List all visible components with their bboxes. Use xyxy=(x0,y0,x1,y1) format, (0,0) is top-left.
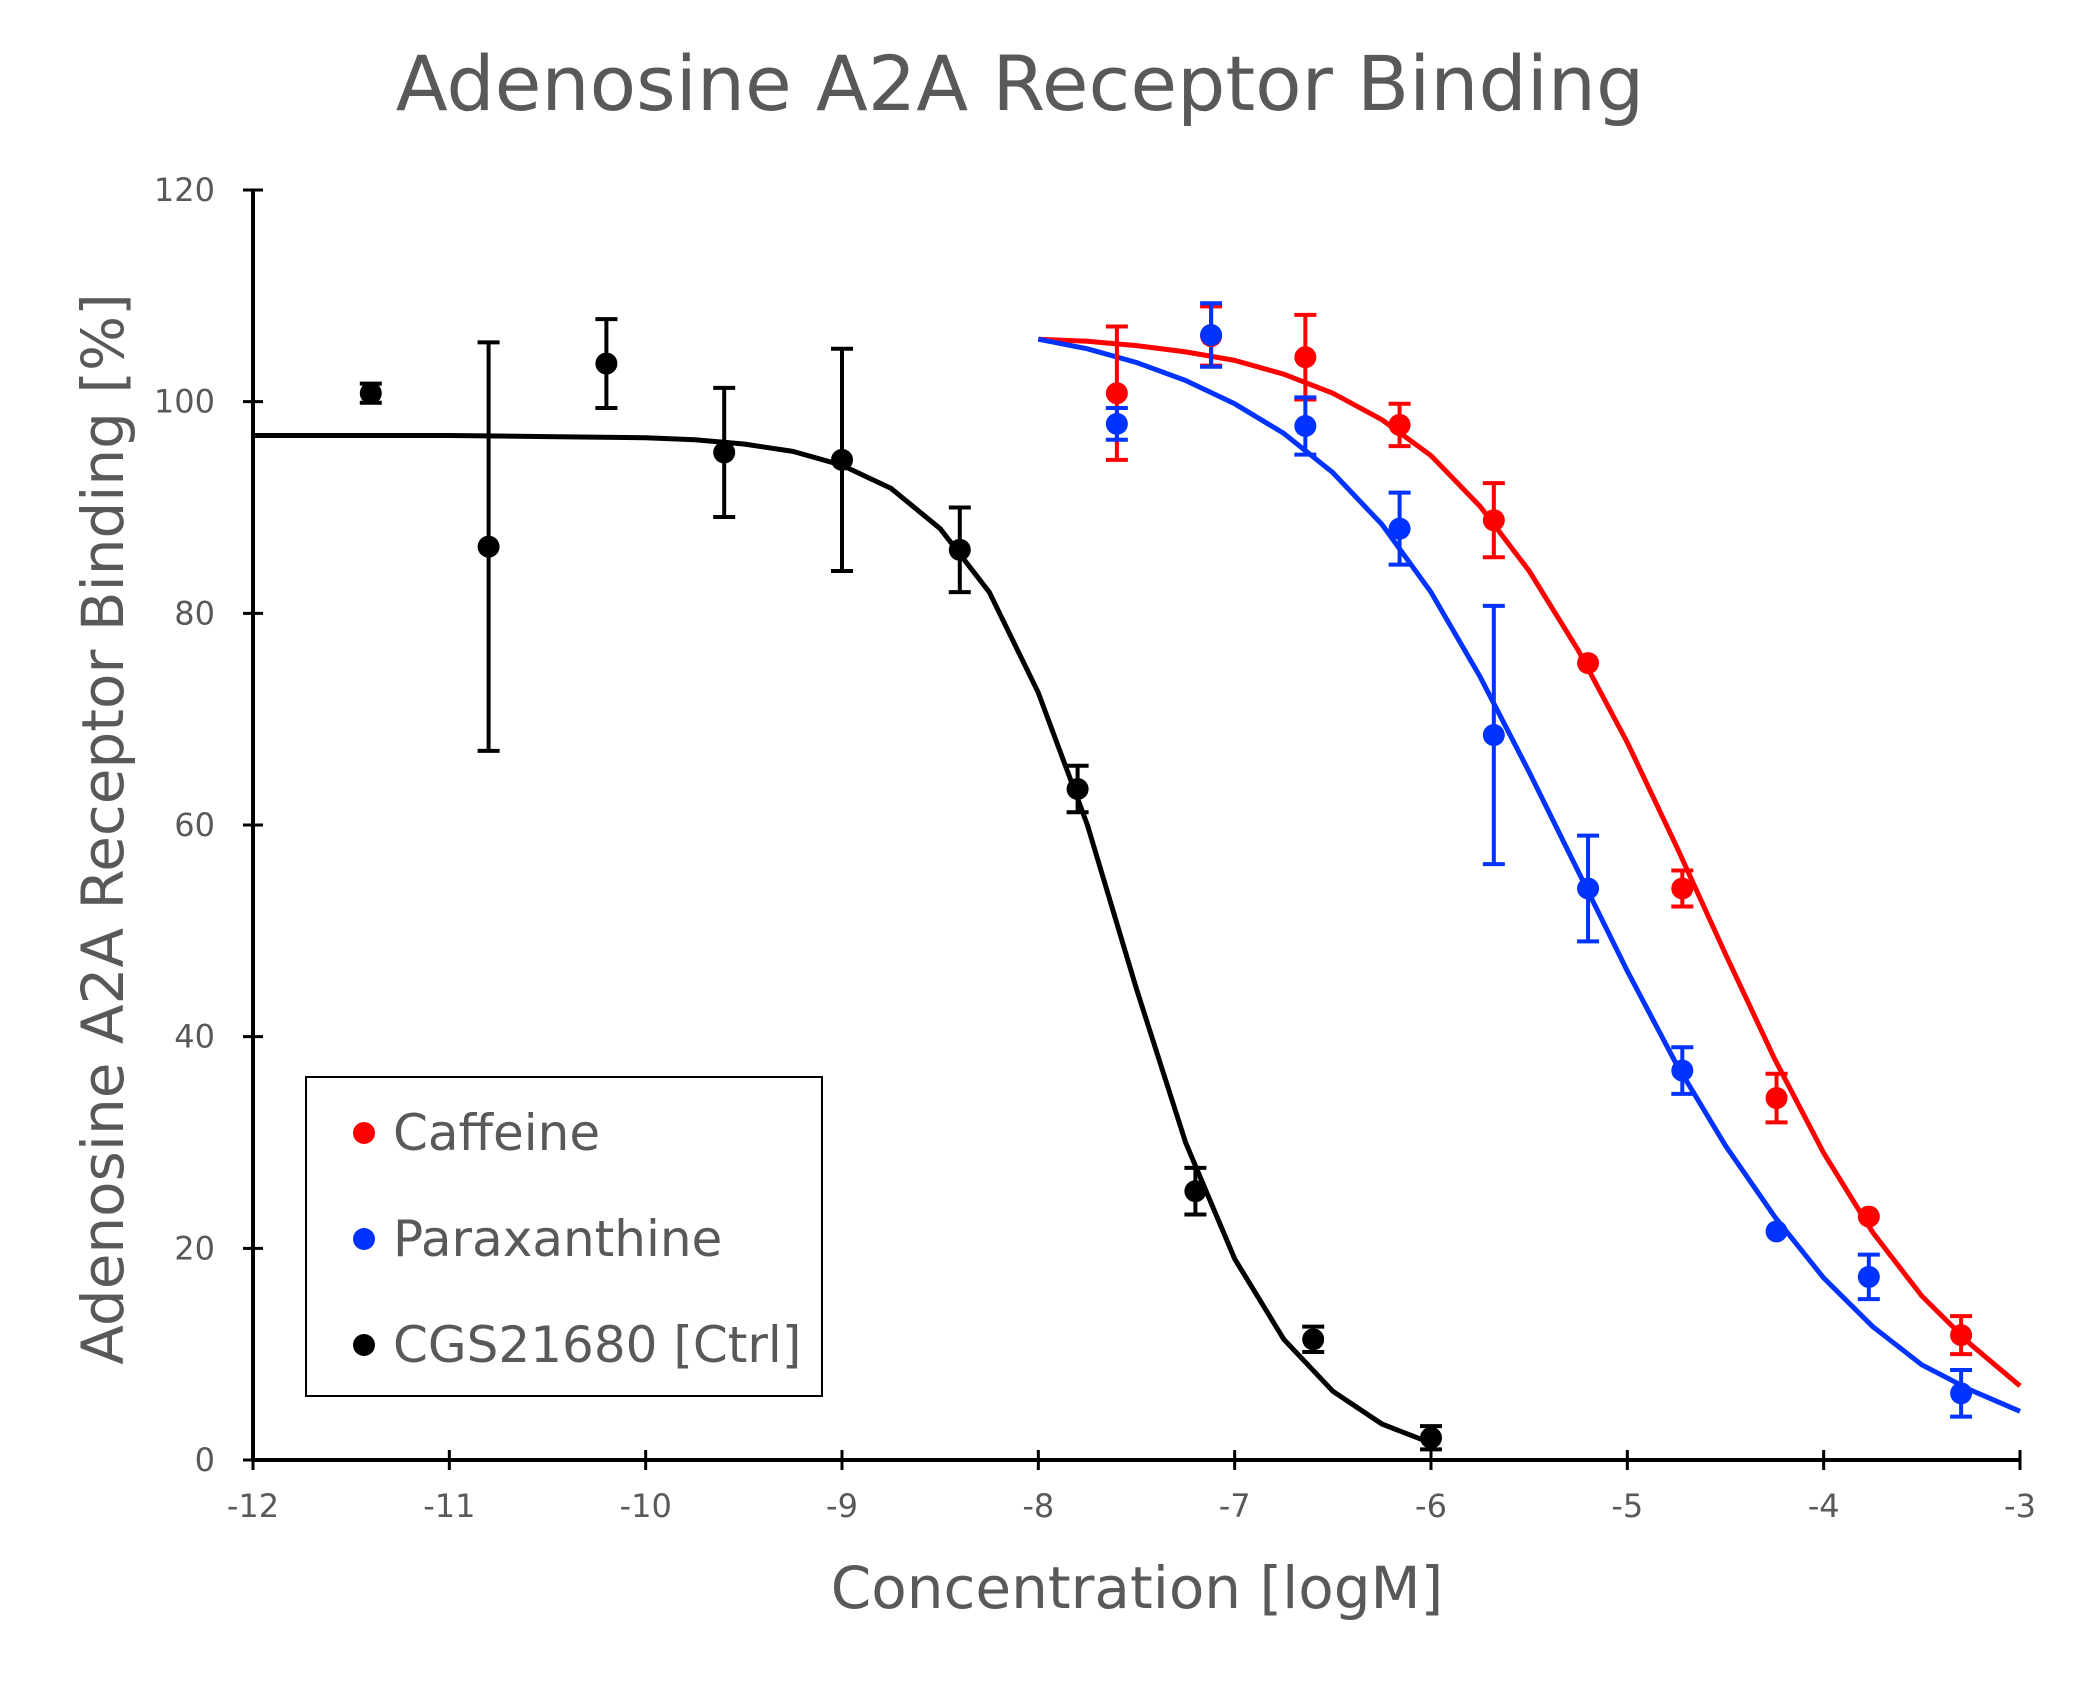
x-tick-label: -7 xyxy=(1219,1487,1251,1525)
data-point-paraxanthine xyxy=(1294,415,1317,438)
data-point-cgs21680-ctrl xyxy=(831,448,853,471)
data-point-cgs21680-ctrl xyxy=(1066,778,1089,801)
data-point-cgs21680-ctrl xyxy=(1184,1180,1207,1203)
data-point-caffeine xyxy=(1105,382,1128,405)
data-points xyxy=(359,323,1973,1449)
axes: -12 -11 -10 -9 -8 -7 -6 -5 -4 -3 0 20 40 60 80 100 120 xyxy=(154,171,2036,1525)
legend-label-paraxanthine: Paraxanthine xyxy=(393,1210,722,1268)
y-tick-label: 40 xyxy=(174,1018,215,1056)
data-point-cgs21680-ctrl xyxy=(477,535,500,558)
data-point-paraxanthine xyxy=(1577,877,1600,900)
x-tick-label: -9 xyxy=(826,1487,858,1525)
legend-items: Caffeine Paraxanthine CGS21680 [Ctrl] xyxy=(353,1104,801,1374)
y-tick-label: 60 xyxy=(174,806,215,844)
data-point-cgs21680-ctrl xyxy=(1302,1328,1325,1351)
data-point-paraxanthine xyxy=(1482,724,1505,747)
data-point-caffeine xyxy=(1857,1205,1880,1228)
x-axis-title: Concentration [logM] xyxy=(831,1554,1443,1622)
data-point-caffeine xyxy=(1671,877,1694,900)
data-point-paraxanthine xyxy=(1857,1265,1880,1288)
data-point-caffeine xyxy=(1482,509,1505,532)
x-tick-label: -8 xyxy=(1022,1487,1054,1525)
fit-curve-paraxanthine xyxy=(1037,336,2021,1414)
data-point-cgs21680-ctrl xyxy=(713,441,736,464)
fit-curves xyxy=(253,336,2022,1446)
data-point-caffeine xyxy=(1388,413,1411,436)
y-tick-label: 0 xyxy=(195,1441,215,1479)
x-tick-label: -11 xyxy=(423,1487,475,1525)
data-point-paraxanthine xyxy=(1671,1059,1694,1082)
y-tick-label: 80 xyxy=(174,594,215,632)
data-point-paraxanthine xyxy=(1105,412,1128,435)
legend: Caffeine Paraxanthine CGS21680 [Ctrl] xyxy=(305,1076,823,1397)
y-tick-label: 20 xyxy=(174,1229,215,1267)
x-tick-label: -3 xyxy=(2004,1487,2036,1525)
data-point-paraxanthine xyxy=(1950,1382,1973,1405)
fit-curve-cgs21680-ctrl xyxy=(253,433,1432,1446)
fit-curve-caffeine xyxy=(1038,336,2022,1388)
legend-marker-cgs21680-ctrl xyxy=(353,1334,375,1356)
legend-box xyxy=(305,1076,823,1397)
x-tick-label: -5 xyxy=(1611,1487,1643,1525)
data-point-paraxanthine xyxy=(1388,517,1411,540)
y-axis-title: Adenosine A2A Receptor Binding [%] xyxy=(69,293,137,1365)
data-point-paraxanthine xyxy=(1765,1220,1788,1243)
y-tick-label: 120 xyxy=(154,171,215,209)
x-tick-label: -6 xyxy=(1415,1487,1447,1525)
legend-label-caffeine: Caffeine xyxy=(393,1104,600,1162)
x-tick-label: -12 xyxy=(227,1487,279,1525)
legend-marker-caffeine xyxy=(353,1122,375,1144)
chart-title: Adenosine A2A Receptor Binding xyxy=(396,39,1644,128)
data-point-caffeine xyxy=(1765,1087,1788,1110)
x-tick-label: -10 xyxy=(620,1487,672,1525)
y-tick-label: 100 xyxy=(154,383,215,421)
data-point-paraxanthine xyxy=(1200,323,1223,346)
legend-label-cgs21680-ctrl: CGS21680 [Ctrl] xyxy=(393,1316,801,1374)
data-point-caffeine xyxy=(1950,1324,1973,1347)
x-tick-label: -4 xyxy=(1808,1487,1840,1525)
legend-marker-paraxanthine xyxy=(353,1228,375,1250)
data-point-cgs21680-ctrl xyxy=(359,382,382,405)
data-point-cgs21680-ctrl xyxy=(948,538,971,561)
data-point-cgs21680-ctrl xyxy=(595,352,618,375)
data-point-caffeine xyxy=(1294,346,1317,369)
data-point-caffeine xyxy=(1577,652,1600,675)
data-point-cgs21680-ctrl xyxy=(1420,1426,1442,1449)
